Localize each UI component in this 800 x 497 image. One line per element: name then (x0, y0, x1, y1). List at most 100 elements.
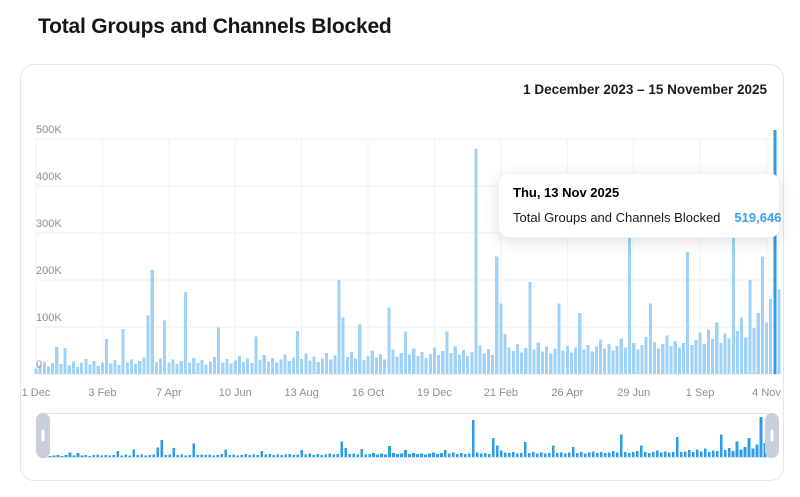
bar[interactable] (358, 324, 362, 374)
bar[interactable] (200, 359, 204, 374)
minimap-bar[interactable] (715, 451, 719, 457)
minimap-bar[interactable] (252, 454, 256, 457)
minimap-bar[interactable] (276, 454, 279, 457)
bar[interactable] (233, 360, 237, 374)
minimap-bar[interactable] (639, 445, 643, 457)
brush-handle-right[interactable] (765, 413, 779, 458)
minimap-bar[interactable] (196, 455, 200, 457)
bar[interactable] (333, 355, 337, 374)
bar[interactable] (175, 364, 179, 374)
minimap-bar[interactable] (516, 453, 519, 457)
bar[interactable] (632, 342, 636, 374)
minimap-bar[interactable] (248, 454, 252, 457)
minimap-bar[interactable] (76, 452, 80, 457)
bar[interactable] (237, 356, 241, 374)
bar[interactable] (291, 357, 295, 374)
minimap-bar[interactable] (619, 434, 623, 457)
bar[interactable] (391, 349, 395, 374)
minimap-bar[interactable] (492, 437, 495, 457)
minimap-bar[interactable] (388, 446, 391, 457)
minimap-bar[interactable] (567, 452, 571, 457)
bar[interactable] (636, 349, 640, 374)
bar[interactable] (416, 356, 420, 374)
bar[interactable] (740, 317, 744, 374)
minimap-bar[interactable] (368, 454, 371, 457)
minimap-bar[interactable] (160, 439, 164, 457)
minimap-bars[interactable] (48, 417, 767, 457)
bar[interactable] (661, 343, 665, 374)
minimap-bar[interactable] (296, 454, 299, 457)
bar[interactable] (158, 358, 163, 374)
bar[interactable] (628, 237, 632, 374)
bar[interactable] (67, 365, 71, 374)
bar[interactable] (619, 338, 623, 374)
bar[interactable] (100, 362, 104, 374)
bar[interactable] (424, 358, 428, 374)
minimap-bar[interactable] (244, 454, 248, 457)
minimap-bar[interactable] (104, 454, 108, 457)
minimap-bar[interactable] (536, 453, 539, 457)
bar[interactable] (461, 350, 466, 374)
bar[interactable] (507, 347, 511, 374)
bar[interactable] (225, 358, 229, 374)
bar[interactable] (752, 327, 756, 374)
bar[interactable] (408, 354, 412, 374)
minimap-bar[interactable] (532, 451, 535, 457)
minimap-bar[interactable] (136, 455, 140, 457)
bar[interactable] (308, 360, 312, 374)
minimap-bar[interactable] (520, 452, 523, 457)
bar[interactable] (449, 352, 453, 374)
minimap-bar[interactable] (260, 450, 264, 457)
bar[interactable] (241, 361, 246, 374)
minimap-bar[interactable] (424, 454, 427, 457)
bar[interactable] (520, 352, 524, 374)
minimap-bar[interactable] (220, 454, 224, 457)
bar[interactable] (686, 251, 690, 374)
range-selector-minimap[interactable] (36, 413, 779, 458)
bar[interactable] (756, 312, 760, 374)
bar[interactable] (470, 351, 474, 374)
bar[interactable] (590, 351, 594, 374)
minimap-bar[interactable] (436, 453, 439, 457)
minimap-bar[interactable] (264, 454, 267, 457)
bar[interactable] (129, 359, 134, 374)
minimap-bar[interactable] (352, 453, 355, 457)
bar[interactable] (698, 332, 702, 374)
main-chart[interactable]: 0 100K 200K 300K 400K 500K 1 Dec 3 Feb 7 Apr 10 J… (21, 115, 785, 405)
minimap-bar[interactable] (304, 454, 307, 457)
bar[interactable] (594, 346, 598, 374)
bar[interactable] (673, 341, 677, 374)
minimap-bar[interactable] (488, 453, 491, 457)
bar[interactable] (457, 354, 461, 374)
minimap-bar[interactable] (152, 454, 156, 457)
bar[interactable] (557, 303, 561, 375)
minimap-bar[interactable] (356, 454, 359, 457)
bar[interactable] (528, 281, 532, 374)
minimap-bar[interactable] (456, 453, 459, 457)
minimap-bar[interactable] (316, 454, 319, 457)
bar[interactable] (607, 343, 611, 374)
bar[interactable] (432, 347, 437, 374)
bar[interactable] (250, 363, 254, 374)
bar[interactable] (412, 348, 416, 374)
bar[interactable] (437, 355, 441, 374)
bar[interactable] (117, 365, 121, 374)
bar[interactable] (665, 335, 669, 374)
minimap-bar[interactable] (324, 454, 327, 457)
minimap-bar[interactable] (64, 455, 68, 457)
bar[interactable] (121, 328, 125, 374)
minimap-bar[interactable] (344, 447, 347, 457)
bar[interactable] (271, 358, 275, 374)
bar[interactable] (42, 361, 46, 374)
bar[interactable] (524, 348, 528, 374)
bar[interactable] (63, 348, 67, 374)
minimap-bar[interactable] (420, 453, 423, 457)
minimap-bar[interactable] (563, 453, 567, 457)
minimap-bar[interactable] (60, 455, 64, 457)
minimap-bar[interactable] (284, 454, 287, 457)
bar[interactable] (723, 333, 727, 374)
bar[interactable] (482, 353, 486, 374)
bar[interactable] (92, 360, 96, 374)
bar[interactable] (441, 350, 445, 374)
minimap-bar[interactable] (328, 453, 331, 457)
